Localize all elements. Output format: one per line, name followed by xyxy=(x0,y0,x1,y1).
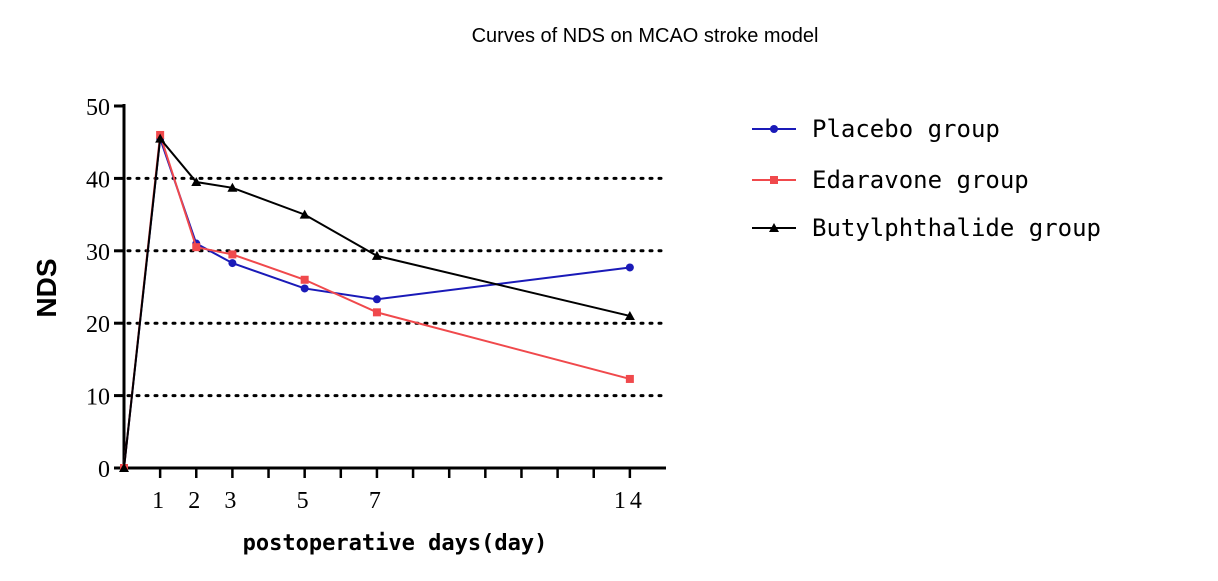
data-point-s2-5 xyxy=(371,250,382,260)
x-tick-label-3: 3 xyxy=(224,488,240,514)
data-point-s2-3 xyxy=(227,182,238,192)
data-point-s1-6 xyxy=(625,374,634,383)
data-point-s1-5 xyxy=(372,308,381,317)
series-2 xyxy=(119,133,635,472)
data-point-s0-5 xyxy=(372,295,381,304)
data-point-s2-2 xyxy=(191,177,202,187)
legend-label-1: Edaravone group xyxy=(812,166,1029,194)
data-point-s2-0 xyxy=(119,463,129,472)
x-tick-label-2: 2 xyxy=(188,488,204,514)
data-point-s2-6 xyxy=(624,310,635,320)
legend: Placebo group Edaravone group Butylphthali… xyxy=(752,115,1101,242)
data-point-s0-6 xyxy=(625,263,634,272)
y-axis-label: NDS xyxy=(31,258,62,317)
legend-label-2: Butylphthalide group xyxy=(812,214,1101,242)
x-tick-label-5: 5 xyxy=(297,488,313,514)
series-lines xyxy=(119,130,635,472)
data-point-s0-4 xyxy=(300,284,309,293)
y-tick-label-10: 10 xyxy=(86,385,110,411)
legend-item-2: Butylphthalide group xyxy=(752,214,1101,242)
data-point-s2-1 xyxy=(155,133,166,143)
legend-item-1: Edaravone group xyxy=(752,166,1029,194)
data-point-s1-3 xyxy=(228,250,237,259)
data-point-s1-2 xyxy=(192,243,201,252)
y-tick-label-30: 30 xyxy=(86,240,110,266)
x-axis-label: postoperative days(day) xyxy=(243,531,548,556)
legend-marker-0 xyxy=(770,125,778,133)
tick-labels: 0 10 20 30 40 50 1 2 3 5 7 14 xyxy=(86,95,646,514)
axes xyxy=(114,104,666,478)
grid-lines xyxy=(126,176,664,398)
x-tick-label-7: 7 xyxy=(369,488,385,514)
data-point-s2-4 xyxy=(299,209,310,219)
y-tick-label-20: 20 xyxy=(86,312,110,338)
legend-marker-1 xyxy=(770,176,778,184)
legend-item-0: Placebo group xyxy=(752,115,1000,143)
data-point-s0-3 xyxy=(228,259,237,268)
y-tick-label-50: 50 xyxy=(86,95,110,121)
y-tick-label-0: 0 xyxy=(98,457,110,483)
chart-title: Curves of NDS on MCAO stroke model xyxy=(472,25,819,47)
legend-marker-2 xyxy=(769,223,779,232)
x-tick-label-1: 1 xyxy=(152,488,168,514)
y-tick-label-40: 40 xyxy=(86,167,110,193)
x-tick-label-14: 14 xyxy=(614,488,646,514)
data-point-s1-4 xyxy=(300,275,309,284)
legend-label-0: Placebo group xyxy=(812,115,1000,143)
